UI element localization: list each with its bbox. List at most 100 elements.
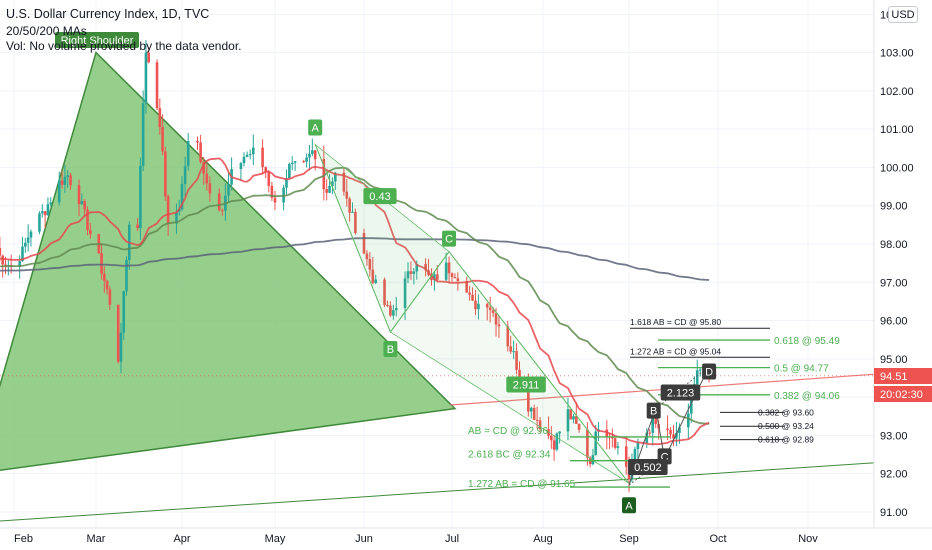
- ma-200-line: [0, 237, 710, 281]
- candle-body: [155, 62, 159, 109]
- candle-body: [636, 442, 640, 450]
- candle-body: [491, 310, 495, 314]
- candle-body: [633, 449, 637, 466]
- candle-body: [46, 204, 50, 216]
- candle-body: [535, 419, 539, 421]
- candle-body: [290, 162, 294, 164]
- candle-body: [4, 264, 7, 266]
- candle-body: [433, 274, 436, 281]
- candle-body: [293, 161, 297, 163]
- candle: [252, 134, 255, 166]
- candle-body: [24, 242, 27, 247]
- candle-body: [675, 432, 678, 439]
- candle: [474, 290, 477, 315]
- candle: [239, 161, 243, 181]
- candle: [447, 256, 451, 284]
- fib-label-green: 0.5 @ 94.77: [774, 364, 829, 375]
- candle: [654, 418, 657, 429]
- candle: [412, 268, 416, 285]
- ratio-badge: 2.123: [660, 384, 701, 401]
- candle: [161, 114, 164, 156]
- candle: [371, 257, 375, 285]
- candle-body: [1, 255, 4, 265]
- candle-body: [447, 262, 451, 274]
- candle-body: [509, 346, 513, 352]
- candle: [147, 47, 151, 64]
- candle-body: [161, 127, 164, 152]
- countdown-bg: [874, 386, 932, 402]
- candle: [509, 335, 513, 354]
- candle-body: [555, 433, 559, 450]
- candle: [46, 197, 50, 216]
- candle: [389, 301, 392, 317]
- point-c-1: C: [442, 230, 457, 247]
- y-tick-label: 93.00: [880, 430, 908, 442]
- candle-body: [654, 418, 657, 425]
- candle: [572, 413, 575, 424]
- candle-body: [66, 175, 70, 177]
- candle-body: [288, 163, 291, 179]
- level-label-p2: 1.618 AB = CD @ 95.80: [630, 317, 721, 327]
- y-tick-label: 103.00: [880, 48, 914, 60]
- point-c-2-text: C: [661, 451, 669, 463]
- y-tick-label: 95.00: [880, 354, 908, 366]
- candle-body: [558, 431, 561, 434]
- candle-body: [141, 103, 145, 166]
- candle: [550, 426, 553, 449]
- candle-body: [690, 399, 693, 414]
- candle: [267, 169, 271, 193]
- x-tick-label: Mar: [87, 533, 106, 545]
- candle-body: [666, 428, 669, 430]
- time-axis-bg: [0, 528, 932, 550]
- harmonic-2-bd: [655, 366, 710, 409]
- candle: [86, 206, 89, 236]
- candle: [569, 409, 573, 420]
- candle-body: [354, 211, 357, 233]
- candle: [63, 164, 67, 193]
- x-tick-label: Jun: [355, 533, 373, 545]
- candle-body: [80, 201, 84, 205]
- candle: [345, 179, 349, 207]
- candle: [424, 258, 427, 277]
- ma-20-line: [0, 157, 710, 446]
- x-tick-label: Jul: [445, 533, 459, 545]
- candle: [155, 59, 159, 110]
- ratio-badge-bg: [628, 459, 668, 476]
- candle: [125, 256, 128, 296]
- candle-body: [313, 150, 317, 160]
- candle-body: [430, 275, 433, 281]
- candle: [574, 402, 578, 425]
- x-tick-label: Oct: [709, 533, 726, 545]
- candle: [302, 159, 306, 163]
- y-tick-label: 98.00: [880, 239, 908, 251]
- volume-note: Vol: No volume provided by the data vend…: [6, 39, 242, 53]
- fib-label-black: 0.382 @ 93.60: [758, 407, 814, 417]
- candle-body: [392, 310, 395, 316]
- candle-body: [245, 154, 249, 157]
- candle-body: [273, 197, 277, 203]
- candle-body: [342, 172, 346, 192]
- currency-button[interactable]: USD: [888, 6, 918, 23]
- candle: [392, 304, 395, 320]
- candle-body: [116, 304, 120, 362]
- candle: [624, 436, 628, 475]
- green-trend-line: [0, 458, 932, 522]
- right-shoulder-label-text: Right Shoulder: [61, 35, 134, 47]
- candle: [248, 149, 252, 160]
- candle-body: [108, 289, 112, 305]
- level-label-p1: AB = CD @ 92.96: [468, 426, 548, 437]
- candle-body: [450, 273, 454, 277]
- candle-body: [698, 369, 702, 371]
- candle: [613, 437, 617, 450]
- candle-body: [365, 253, 369, 260]
- x-tick-label: Feb: [14, 533, 33, 545]
- last-price-badge: 94.51 20:02:30: [874, 368, 932, 402]
- candle-body: [175, 211, 178, 224]
- point-a-1: A: [308, 119, 323, 136]
- candle-body: [208, 183, 212, 194]
- point-c-1-bg: [442, 230, 457, 247]
- candle: [38, 211, 41, 235]
- candle-body: [308, 153, 311, 158]
- candle-body: [468, 292, 471, 295]
